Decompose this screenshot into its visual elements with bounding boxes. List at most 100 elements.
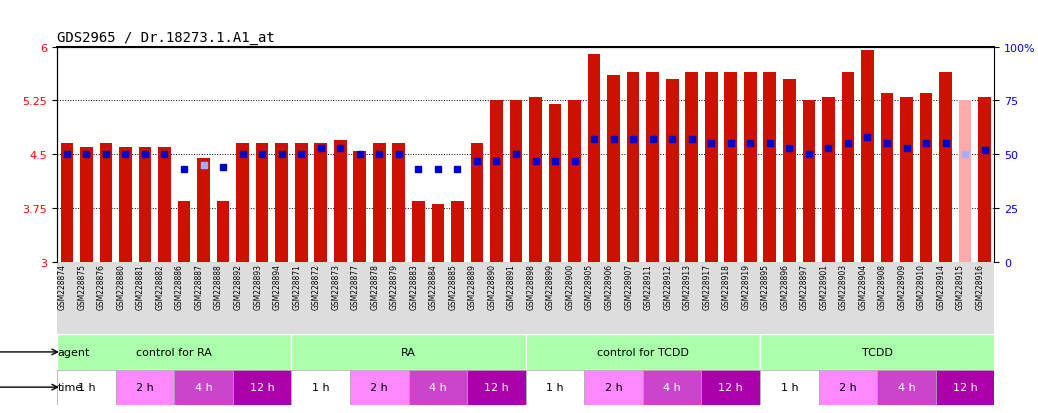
Text: 4 h: 4 h (898, 382, 916, 392)
Text: GSM228917: GSM228917 (703, 263, 711, 310)
Text: GSM228908: GSM228908 (878, 263, 887, 310)
Bar (568, 101, 581, 262)
Bar (60, 144, 74, 262)
Bar (177, 202, 190, 262)
Text: 2 h: 2 h (839, 382, 856, 392)
Bar (255, 144, 269, 262)
Bar (529, 97, 542, 262)
Bar (685, 73, 699, 262)
Text: GSM228873: GSM228873 (331, 263, 340, 310)
Bar (217, 202, 229, 262)
Text: control for RA: control for RA (136, 347, 212, 357)
Text: GSM228877: GSM228877 (351, 263, 360, 310)
Bar (525, 370, 584, 405)
Bar (584, 370, 643, 405)
Text: GSM228905: GSM228905 (585, 263, 594, 310)
Text: GSM228898: GSM228898 (526, 263, 536, 309)
Text: GSM228885: GSM228885 (448, 263, 458, 309)
Text: GSM228901: GSM228901 (819, 263, 828, 310)
Bar (295, 144, 307, 262)
Text: 1 h: 1 h (78, 382, 95, 392)
Text: GSM228881: GSM228881 (136, 263, 145, 309)
Bar (802, 101, 815, 262)
Text: GSM228909: GSM228909 (898, 263, 906, 310)
Text: GSM228878: GSM228878 (371, 263, 379, 309)
Bar (292, 335, 525, 370)
Bar (470, 144, 484, 262)
Bar (233, 370, 292, 405)
Bar (373, 144, 386, 262)
Bar (57, 370, 115, 405)
Text: GDS2965 / Dr.18273.1.A1_at: GDS2965 / Dr.18273.1.A1_at (57, 31, 275, 45)
Text: 4 h: 4 h (663, 382, 681, 392)
Bar (588, 55, 600, 262)
Text: 12 h: 12 h (484, 382, 509, 392)
Text: GSM228913: GSM228913 (683, 263, 691, 310)
Bar (822, 97, 835, 262)
Bar (978, 97, 991, 262)
Text: GSM228882: GSM228882 (156, 263, 164, 309)
Bar (158, 148, 171, 262)
Bar (292, 370, 350, 405)
Text: GSM228895: GSM228895 (761, 263, 770, 310)
Bar (139, 148, 152, 262)
Bar (315, 144, 327, 262)
Text: GSM228887: GSM228887 (194, 263, 203, 309)
Text: GSM228891: GSM228891 (507, 263, 516, 309)
Bar (819, 370, 877, 405)
Text: 1 h: 1 h (311, 382, 329, 392)
Bar (549, 105, 562, 262)
Bar (760, 335, 994, 370)
Text: 4 h: 4 h (429, 382, 446, 392)
Bar (115, 370, 174, 405)
Bar (409, 370, 467, 405)
Bar (174, 370, 233, 405)
Bar (900, 97, 912, 262)
Text: control for TCDD: control for TCDD (597, 347, 689, 357)
Bar (702, 370, 760, 405)
Bar (705, 73, 717, 262)
Legend: transformed count, percentile rank within the sample, value, Detection Call = AB: transformed count, percentile rank withi… (62, 412, 263, 413)
Text: GSM228914: GSM228914 (936, 263, 946, 310)
Text: GSM228904: GSM228904 (858, 263, 868, 310)
Bar (392, 144, 405, 262)
Bar (275, 144, 288, 262)
Bar (764, 73, 776, 262)
Bar (119, 148, 132, 262)
Bar (920, 94, 932, 262)
Bar (744, 73, 757, 262)
Text: GSM228888: GSM228888 (214, 263, 223, 309)
Text: RA: RA (401, 347, 416, 357)
Bar (936, 370, 994, 405)
Text: GSM228890: GSM228890 (488, 263, 496, 310)
Text: GSM228897: GSM228897 (800, 263, 809, 310)
Bar (842, 73, 854, 262)
Text: GSM228883: GSM228883 (409, 263, 418, 309)
Bar (100, 144, 112, 262)
Bar (57, 335, 292, 370)
Bar (880, 94, 894, 262)
Text: GSM228916: GSM228916 (976, 263, 985, 310)
Text: GSM228892: GSM228892 (234, 263, 243, 309)
Bar (412, 202, 425, 262)
Bar (725, 73, 737, 262)
Text: GSM228906: GSM228906 (604, 263, 613, 310)
Text: TCDD: TCDD (862, 347, 893, 357)
Bar (432, 205, 444, 262)
Text: 1 h: 1 h (546, 382, 564, 392)
Text: 2 h: 2 h (605, 382, 623, 392)
Bar (525, 335, 760, 370)
Bar (783, 80, 796, 262)
Bar (490, 101, 502, 262)
Bar (467, 370, 525, 405)
Bar (80, 148, 92, 262)
Text: GSM228879: GSM228879 (390, 263, 399, 310)
Text: GSM228910: GSM228910 (917, 263, 926, 310)
Bar (959, 101, 972, 262)
Text: GSM228919: GSM228919 (741, 263, 750, 310)
Text: GSM228871: GSM228871 (292, 263, 301, 309)
Bar (237, 144, 249, 262)
Text: GSM228884: GSM228884 (429, 263, 438, 309)
Text: GSM228896: GSM228896 (781, 263, 789, 310)
Text: GSM228886: GSM228886 (175, 263, 184, 309)
